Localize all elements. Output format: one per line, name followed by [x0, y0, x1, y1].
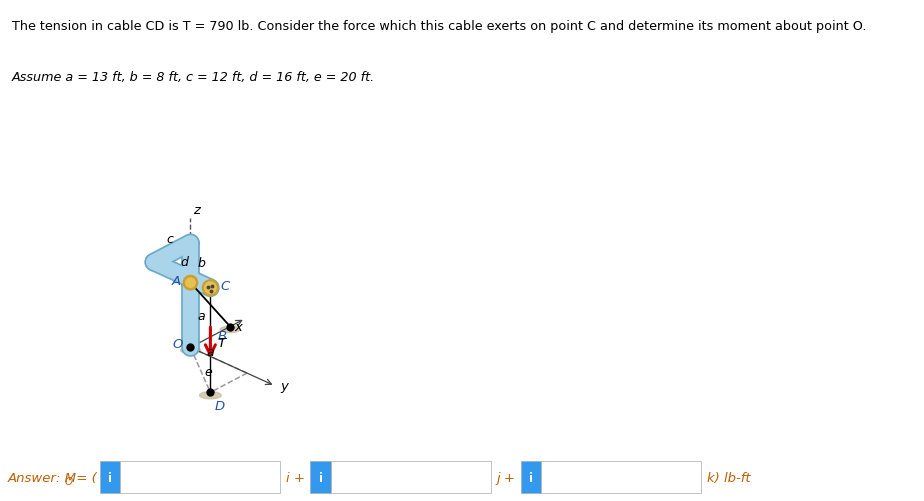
- Text: Answer: M: Answer: M: [7, 471, 77, 483]
- Text: a: a: [206, 345, 214, 358]
- Text: e: e: [204, 365, 212, 378]
- Text: b: b: [198, 257, 205, 270]
- Ellipse shape: [220, 327, 240, 333]
- Text: B: B: [217, 330, 226, 343]
- Ellipse shape: [200, 392, 221, 399]
- Text: Assume a = 13 ft, b = 8 ft, c = 12 ft, d = 16 ft, e = 20 ft.: Assume a = 13 ft, b = 8 ft, c = 12 ft, d…: [12, 71, 375, 84]
- FancyBboxPatch shape: [120, 461, 280, 493]
- Text: i: i: [108, 471, 112, 483]
- Circle shape: [204, 283, 216, 294]
- Text: = (: = (: [72, 471, 97, 483]
- Text: C: C: [221, 280, 230, 293]
- Text: a: a: [198, 309, 205, 322]
- Text: j +: j +: [496, 471, 516, 483]
- FancyBboxPatch shape: [310, 461, 331, 493]
- Circle shape: [186, 279, 195, 288]
- Text: z: z: [193, 204, 201, 216]
- FancyBboxPatch shape: [331, 461, 491, 493]
- Text: A: A: [171, 275, 180, 288]
- Ellipse shape: [180, 347, 201, 354]
- Text: x: x: [235, 321, 242, 334]
- Circle shape: [183, 276, 198, 290]
- Text: k) lb-ft: k) lb-ft: [707, 471, 750, 483]
- Text: The tension in cable CD is T = 790 lb. Consider the force which this cable exert: The tension in cable CD is T = 790 lb. C…: [12, 20, 867, 33]
- Text: d: d: [180, 255, 188, 268]
- Text: i: i: [319, 471, 322, 483]
- Text: O: O: [65, 476, 73, 486]
- Text: i: i: [529, 471, 533, 483]
- Circle shape: [202, 280, 218, 296]
- Text: y: y: [281, 380, 288, 393]
- FancyBboxPatch shape: [541, 461, 701, 493]
- Text: T: T: [218, 337, 225, 350]
- FancyBboxPatch shape: [521, 461, 541, 493]
- Text: i +: i +: [286, 471, 305, 483]
- Text: O: O: [172, 338, 183, 351]
- FancyBboxPatch shape: [100, 461, 120, 493]
- Text: D: D: [214, 399, 225, 412]
- Text: c: c: [167, 233, 174, 245]
